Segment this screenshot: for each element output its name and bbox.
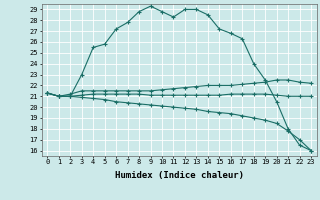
X-axis label: Humidex (Indice chaleur): Humidex (Indice chaleur) [115,171,244,180]
